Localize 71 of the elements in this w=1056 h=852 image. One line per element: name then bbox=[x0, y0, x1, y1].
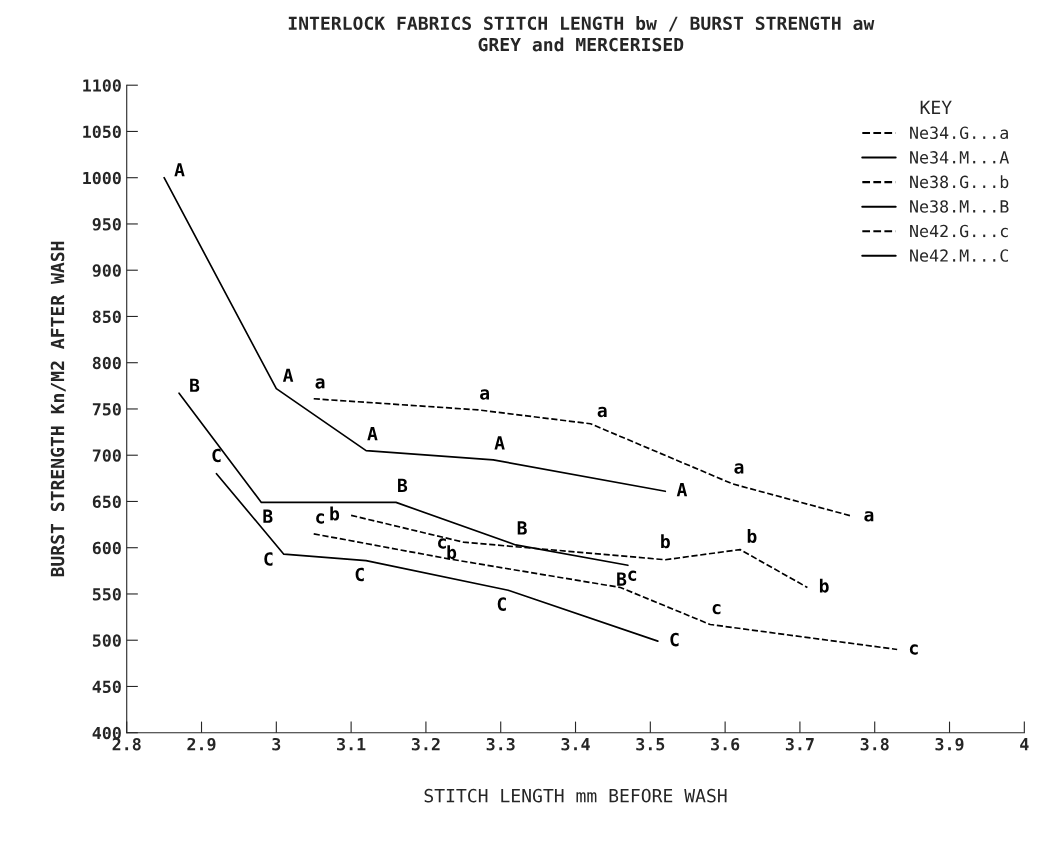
annotation: c bbox=[438, 538, 446, 549]
annotation: a bbox=[480, 389, 489, 400]
annotation: b bbox=[747, 529, 757, 544]
annotation: C bbox=[670, 632, 679, 647]
y-tick-label: 800 bbox=[92, 356, 121, 370]
chart-title: INTERLOCK FABRICS STITCH LENGTH bw / BURST STRENGTH aw bbox=[288, 16, 875, 32]
annotation: A bbox=[282, 368, 294, 382]
annotation: b bbox=[661, 534, 670, 549]
y-tick-label: 1000 bbox=[83, 171, 121, 185]
annotation: A bbox=[174, 163, 185, 177]
y-tick-label: 600 bbox=[92, 541, 121, 555]
annotation: c bbox=[628, 570, 637, 581]
annotation: B bbox=[190, 378, 200, 392]
annotation: b bbox=[330, 506, 340, 521]
chart-subtitle: GREY and MERCERISED bbox=[478, 37, 684, 52]
x-tick-label: 3.9 bbox=[935, 737, 964, 751]
x-tick-label: 3 bbox=[272, 737, 281, 751]
annotation: B bbox=[517, 521, 527, 535]
x-tick-label: 3.5 bbox=[636, 737, 665, 751]
y-tick-label: 1050 bbox=[83, 125, 121, 139]
line-series bbox=[215, 472, 659, 642]
annotation: c bbox=[909, 644, 918, 655]
annotation: a bbox=[315, 378, 325, 389]
x-tick-label: 3.7 bbox=[785, 737, 814, 751]
x-tick-label: 2.9 bbox=[187, 737, 216, 751]
annotation: b bbox=[447, 545, 457, 560]
x-tick-label: 3.2 bbox=[411, 737, 440, 751]
x-axis-title: STITCH LENGTH mm BEFORE WASH bbox=[424, 788, 727, 803]
legend-label: Ne38.M...B bbox=[910, 200, 1009, 213]
legend-label: Ne38.G...b bbox=[910, 175, 1009, 189]
y-tick-label: 550 bbox=[92, 587, 121, 601]
x-tick-label: 2.8 bbox=[112, 737, 141, 751]
legend-label: Ne34.G...a bbox=[910, 126, 1008, 140]
annotation: B bbox=[263, 509, 273, 523]
legend-label: Ne34.M...A bbox=[910, 151, 1010, 164]
x-tick-label: 3.3 bbox=[486, 737, 515, 751]
y-tick-label: 700 bbox=[92, 449, 121, 462]
y-axis-title: BURST STRENGTH Kn/M2 AFTER WASH bbox=[50, 241, 66, 577]
legend-title: KEY bbox=[920, 100, 952, 115]
annotation: C bbox=[212, 448, 221, 463]
y-tick-label: 650 bbox=[92, 495, 121, 509]
annotation: a bbox=[864, 511, 874, 522]
annotation: b bbox=[819, 578, 829, 593]
annotation: A bbox=[494, 436, 505, 450]
y-tick-label: 950 bbox=[92, 217, 121, 231]
annotation: a bbox=[597, 406, 607, 418]
annotation: c bbox=[712, 603, 721, 615]
y-tick-label: 1100 bbox=[83, 79, 121, 92]
annotation: A bbox=[367, 427, 378, 441]
annotation: B bbox=[398, 478, 408, 492]
y-tick-label: 850 bbox=[92, 310, 121, 324]
annotation: A bbox=[676, 483, 688, 497]
legend-label: Ne42.M...C bbox=[910, 249, 1009, 262]
x-tick-label: 3.6 bbox=[711, 737, 740, 751]
annotation: c bbox=[316, 513, 325, 524]
x-tick-label: 3.4 bbox=[561, 737, 590, 751]
annotation: B bbox=[617, 572, 627, 586]
annotation: C bbox=[264, 552, 273, 566]
legend-label: Ne42.G...c bbox=[910, 224, 1008, 238]
line-series bbox=[163, 176, 667, 493]
x-tick-label: 4 bbox=[1020, 738, 1029, 751]
x-tick-label: 3.8 bbox=[860, 737, 889, 751]
y-tick-label: 400 bbox=[92, 726, 121, 740]
y-tick-label: 750 bbox=[92, 402, 121, 416]
annotation: C bbox=[497, 597, 506, 611]
annotation: a bbox=[734, 463, 744, 474]
x-tick-label: 3.1 bbox=[337, 737, 366, 751]
y-tick-label: 450 bbox=[92, 680, 121, 694]
y-tick-label: 500 bbox=[92, 634, 121, 647]
y-tick-label: 900 bbox=[92, 264, 121, 277]
annotation: C bbox=[355, 567, 364, 582]
